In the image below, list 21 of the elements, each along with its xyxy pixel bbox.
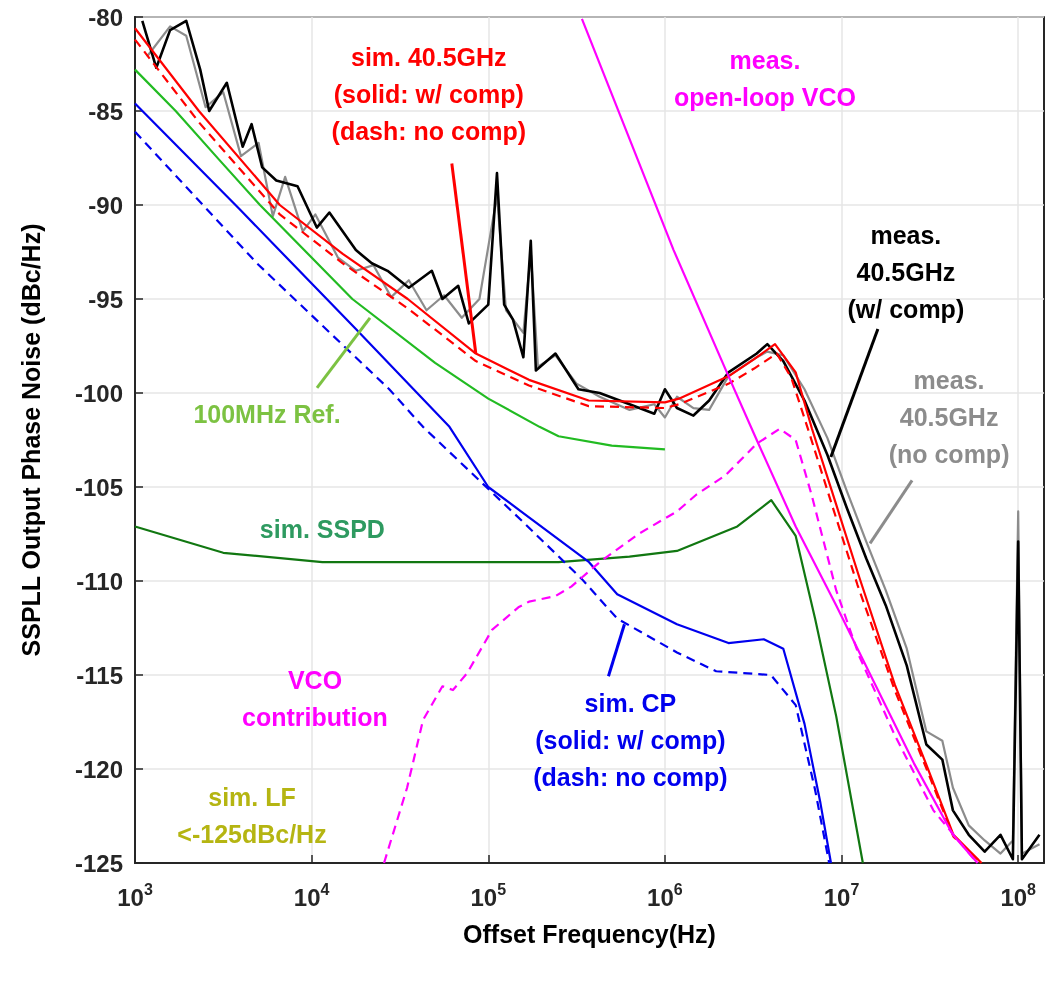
x-axis-title: Offset Frequency(Hz) bbox=[463, 919, 716, 948]
y-tick-label: -110 bbox=[76, 567, 123, 595]
annotation: meas. open-loop VCO bbox=[674, 45, 856, 111]
y-tick-label: -80 bbox=[88, 3, 123, 31]
annotation: meas. 40.5GHz (no comp) bbox=[888, 366, 1010, 469]
y-tick-label: -120 bbox=[74, 755, 123, 783]
y-tick-label: -105 bbox=[74, 473, 123, 501]
y-axis-title: SSPLL Output Phase Noise (dBc/Hz) bbox=[16, 223, 45, 657]
annotation: meas. 40.5GHz (w/ comp) bbox=[847, 220, 965, 323]
annotation: sim. CP (solid: w/ comp) (dash: no comp) bbox=[533, 689, 728, 792]
annotation: sim. LF <-125dBc/Hz bbox=[177, 782, 327, 848]
y-tick-label: -115 bbox=[76, 661, 123, 689]
annotation: sim. SSPD bbox=[259, 515, 385, 544]
y-tick-label: -125 bbox=[74, 849, 123, 877]
annotation: VCO contribution bbox=[242, 665, 388, 731]
y-tick-label: -100 bbox=[74, 379, 123, 407]
annotation: 100MHz Ref. bbox=[193, 399, 341, 428]
annotation: sim. 40.5GHz (solid: w/ comp) (dash: no comp) bbox=[331, 42, 527, 145]
y-tick-label: -90 bbox=[88, 191, 123, 219]
y-tick-label: -95 bbox=[88, 285, 123, 313]
y-tick-label: -85 bbox=[88, 97, 123, 125]
